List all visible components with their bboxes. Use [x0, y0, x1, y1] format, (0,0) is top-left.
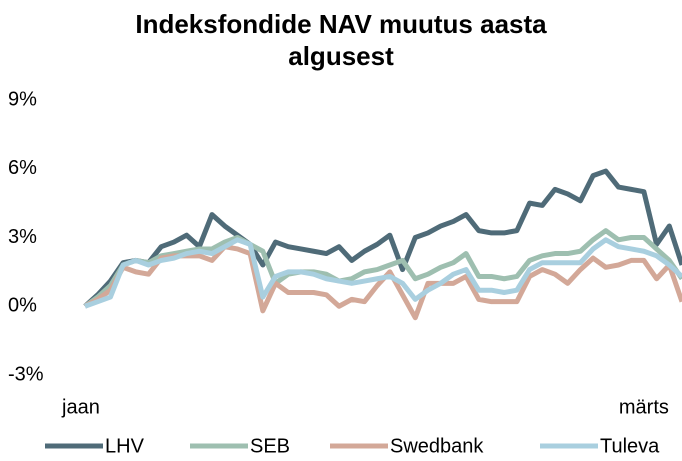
line-series [83, 228, 682, 309]
line-series [84, 237, 682, 309]
y-tick-label: 9% [8, 88, 37, 110]
y-tick-label: 3% [8, 226, 37, 248]
line-series [83, 168, 682, 309]
y-tick-label: -3% [8, 363, 44, 385]
legend-label: LHV [105, 435, 145, 457]
x-tick-label: jaan [61, 396, 100, 418]
y-tick-label: 0% [8, 295, 37, 317]
legend-label: SEB [250, 435, 290, 457]
chart-title: Indeksfondide NAV muutus aasta algusest [135, 9, 547, 71]
x-tick-label: märts [619, 396, 669, 418]
y-tick-label: 6% [8, 157, 37, 179]
legend-label: Tuleva [600, 435, 660, 457]
legend-label: Swedbank [390, 435, 484, 457]
